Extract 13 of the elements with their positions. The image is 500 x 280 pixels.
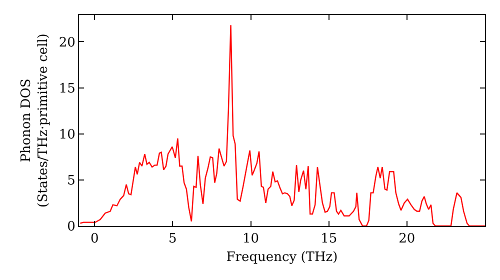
y-tick-label: 10	[58, 127, 76, 142]
x-tick-label: 10	[242, 232, 260, 247]
y-tick-label: 0	[67, 220, 76, 235]
x-tick-label: 5	[168, 232, 177, 247]
line-series	[80, 24, 485, 226]
y-tick-label: 5	[67, 173, 76, 188]
y-axis-title: Phonon DOS (States/THz·primitive cell)	[18, 33, 51, 208]
x-tick-label: 0	[90, 232, 99, 247]
x-axis-title: Frequency (THz)	[226, 250, 338, 266]
y-tick-label: 15	[58, 81, 76, 96]
x-tick-label: 20	[398, 232, 416, 247]
x-tick-label: 15	[320, 232, 338, 247]
y-tick-label: 20	[58, 35, 76, 50]
